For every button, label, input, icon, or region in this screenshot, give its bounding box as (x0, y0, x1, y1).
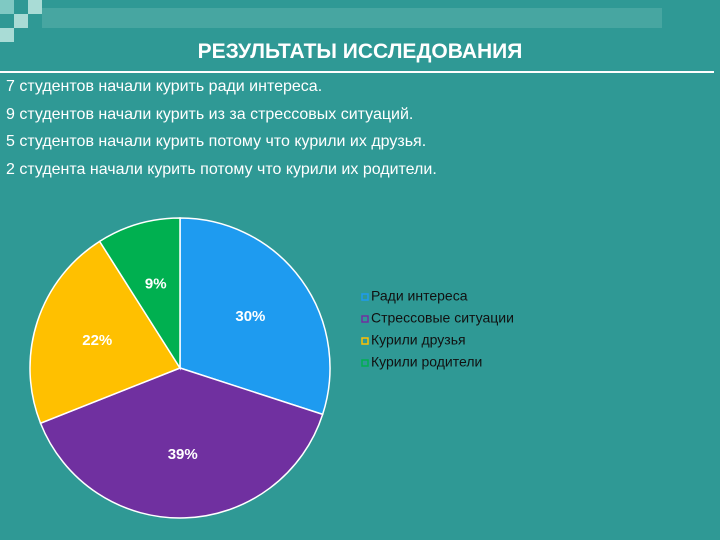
text-line: 2 студента начали курить потому что кури… (6, 161, 437, 178)
pie-slice (98, 217, 181, 371)
legend-marker (361, 293, 369, 301)
data-label: 30% (235, 308, 265, 325)
data-label: 39% (168, 446, 198, 463)
data-label: 9% (145, 275, 167, 292)
legend-marker (361, 315, 369, 323)
pie-slice (179, 217, 331, 416)
legend-marker (361, 359, 369, 367)
pie-slice (39, 367, 324, 519)
legend-label: Курили друзья (371, 332, 466, 348)
text-line: 5 студентов начали курить потому что кур… (6, 133, 427, 150)
text-line: 7 студентов начали курить ради интереса. (6, 78, 323, 95)
legend-marker (361, 337, 369, 345)
text-line: 9 студентов начали курить из за стрессов… (6, 106, 414, 123)
legend-label: Курили родители (371, 354, 482, 370)
title: РЕЗУЛЬТАТЫ ИССЛЕДОВАНИЯ (197, 40, 523, 63)
legend-label: Стрессовые ситуации (371, 310, 514, 326)
pie-slice (29, 240, 182, 425)
legend-label: Ради интереса (371, 288, 468, 304)
data-label: 22% (82, 332, 112, 349)
